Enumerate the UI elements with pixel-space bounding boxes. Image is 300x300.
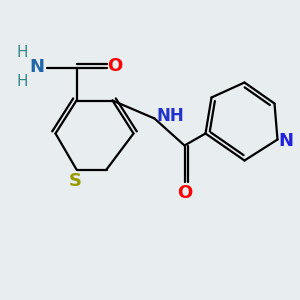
Text: S: S <box>68 172 82 190</box>
Text: O: O <box>177 184 192 202</box>
Text: NH: NH <box>157 106 185 124</box>
Text: O: O <box>107 57 122 75</box>
Text: H: H <box>16 45 28 60</box>
Text: N: N <box>278 132 293 150</box>
Text: H: H <box>16 74 28 88</box>
Text: N: N <box>29 58 44 76</box>
